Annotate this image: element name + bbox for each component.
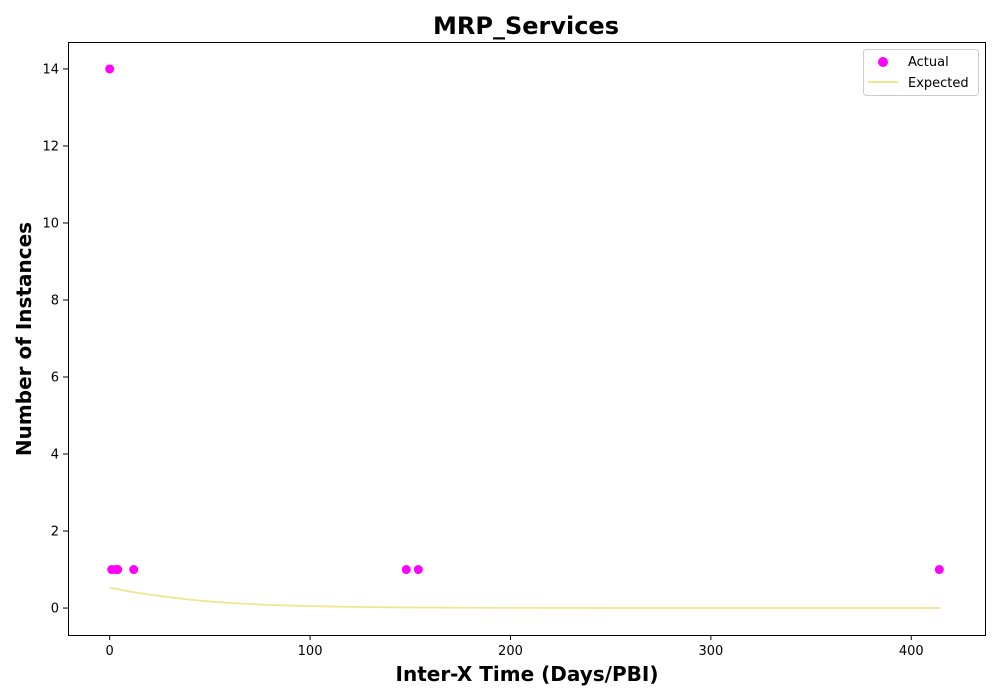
plot-area <box>105 64 944 609</box>
y-tick-label: 14 <box>42 62 59 77</box>
x-tick-label: 100 <box>298 644 323 659</box>
y-tick-label: 8 <box>51 293 59 308</box>
legend-box <box>863 49 979 96</box>
legend: Actual Expected <box>863 49 979 96</box>
x-tick-label: 400 <box>899 644 924 659</box>
x-tick-label: 200 <box>498 644 523 659</box>
y-tick-label: 2 <box>51 525 59 540</box>
y-tick-label: 4 <box>51 448 59 463</box>
y-tick-label: 0 <box>51 602 59 617</box>
legend-expected-label: Expected <box>908 76 969 91</box>
actual-data-point <box>401 565 411 575</box>
y-tick-label: 12 <box>42 139 59 154</box>
x-tick-label: 0 <box>106 644 114 659</box>
actual-data-point <box>413 565 423 575</box>
plot-frame <box>68 42 986 636</box>
y-tick-label: 10 <box>42 216 59 231</box>
actual-data-point <box>113 565 123 575</box>
x-axis: 0 100 200 300 400 <box>106 635 924 659</box>
legend-actual-marker <box>878 57 888 67</box>
x-axis-title: Inter-X Time (Days/PBI) <box>396 662 659 686</box>
y-axis: 0 2 4 6 8 10 12 14 <box>42 62 68 617</box>
chart-title: MRP_Services <box>433 12 619 40</box>
expected-series-line <box>109 586 942 609</box>
x-tick-label: 300 <box>698 644 723 659</box>
actual-data-point <box>934 565 944 575</box>
y-tick-label: 6 <box>51 371 59 386</box>
legend-actual-label: Actual <box>908 55 949 70</box>
actual-data-point <box>105 64 115 74</box>
actual-data-point <box>129 565 139 575</box>
y-axis-title: Number of Instances <box>12 222 36 456</box>
